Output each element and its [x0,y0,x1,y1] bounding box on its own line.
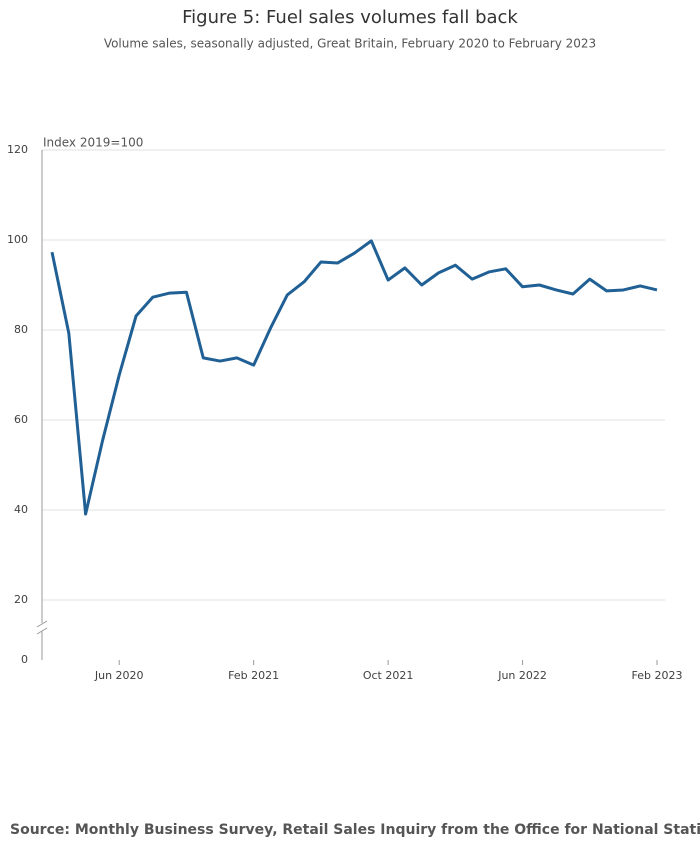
chart-subtitle: Volume sales, seasonally adjusted, Great… [104,37,596,51]
x-tick-label: Feb 2023 [632,669,683,682]
data-line [50,239,658,516]
y-tick-label: 20 [14,593,28,606]
x-tick-label: Jun 2020 [94,669,144,682]
chart-title: Figure 5: Fuel sales volumes fall back [182,7,518,28]
y-tick-label: 120 [7,143,28,156]
y-axis-label: Index 2019=100 [43,136,143,150]
axis-break-gap [37,623,47,631]
x-tick-label: Jun 2022 [497,669,547,682]
x-tick-label: Oct 2021 [363,669,414,682]
y-tick-label: 0 [21,653,28,666]
y-tick-label: 40 [14,503,28,516]
axis-break [36,620,48,628]
axis-break [36,627,48,635]
x-tick-label: Feb 2021 [228,669,279,682]
y-tick-label: 60 [14,413,28,426]
source: Source: Monthly Business Survey, Retail … [10,822,700,838]
y-tick-label: 80 [14,323,28,336]
y-tick-label: 100 [7,233,28,246]
